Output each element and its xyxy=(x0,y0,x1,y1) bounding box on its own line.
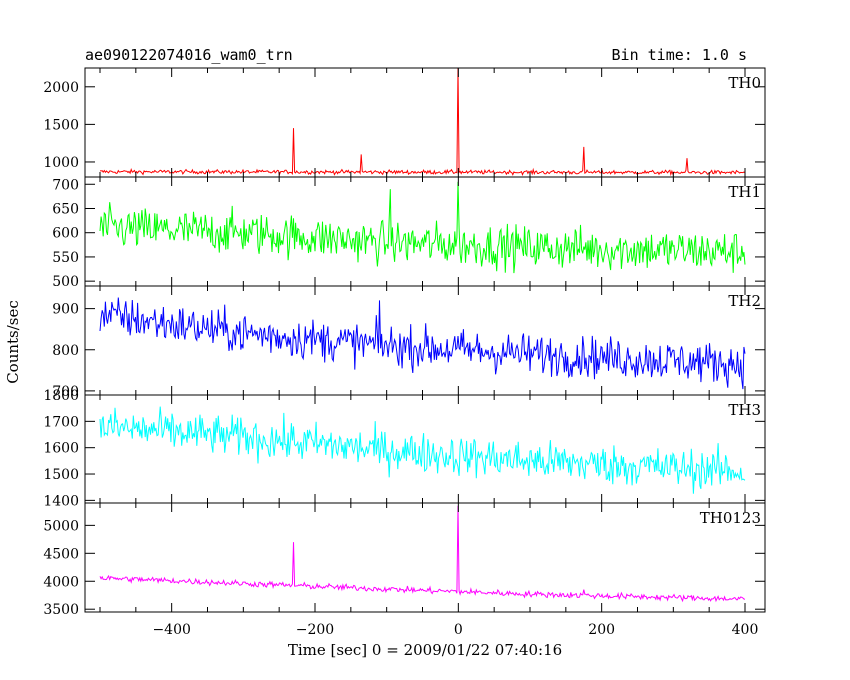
panel-label: TH2 xyxy=(728,292,761,310)
panel-label: TH0 xyxy=(728,74,761,92)
series-line-th3 xyxy=(99,406,746,494)
x-tick-label: 0 xyxy=(454,622,463,638)
x-tick-label: 200 xyxy=(588,622,615,638)
series-line-th0123 xyxy=(99,505,746,603)
x-tick-label: −400 xyxy=(152,622,190,638)
y-tick-label: 1700 xyxy=(43,414,79,430)
y-tick-label: 700 xyxy=(52,177,79,193)
y-tick-label: 1000 xyxy=(43,155,79,171)
panel-label: TH3 xyxy=(728,401,761,419)
y-tick-label: 1600 xyxy=(43,441,79,457)
series-line-th2 xyxy=(99,297,746,390)
y-tick-label: 900 xyxy=(52,302,79,318)
y-tick-label: 5000 xyxy=(43,518,79,534)
y-tick-label: 650 xyxy=(52,201,79,217)
panel-label: TH0123 xyxy=(700,509,761,527)
panel-th2: 700 800 900 TH2 xyxy=(52,285,766,400)
x-tick-label: 400 xyxy=(732,622,759,638)
series-line-th1 xyxy=(99,181,746,274)
y-axis-label: Counts/sec xyxy=(4,300,22,384)
bin-time-label: Bin time: 1.0 s xyxy=(612,46,747,64)
x-tick-label: −200 xyxy=(296,622,334,638)
y-tick-label: 1800 xyxy=(43,388,79,404)
panel-frame xyxy=(84,67,766,178)
y-tick-label: 600 xyxy=(52,226,79,242)
chart-title: ae090122074016_wam0_trn xyxy=(85,46,293,64)
y-tick-label: 2000 xyxy=(43,80,79,96)
y-tick-label: 1500 xyxy=(43,117,79,133)
panel-th0: 1000 1500 2000 TH0 xyxy=(43,67,766,178)
panel-frame xyxy=(84,502,766,613)
panel-th1: 500 550 600 650 700 TH1 xyxy=(52,176,766,290)
series-line-th0 xyxy=(99,67,746,177)
panel-th3: 1400 1500 1600 1700 1800 TH3 xyxy=(43,388,766,509)
x-axis-label: Time [sec] 0 = 2009/01/22 07:40:16 xyxy=(288,641,562,659)
panel-label: TH1 xyxy=(728,183,761,201)
y-tick-label: 700 xyxy=(52,384,79,400)
y-tick-label: 4000 xyxy=(43,574,79,590)
panel-frame xyxy=(84,394,766,504)
y-tick-label: 1400 xyxy=(43,493,79,509)
panel-th0123: 3500 4000 4500 5000 TH0123 xyxy=(43,502,766,618)
y-tick-label: 3500 xyxy=(43,602,79,618)
y-tick-label: 500 xyxy=(52,274,79,290)
y-tick-label: 550 xyxy=(52,250,79,266)
y-tick-label: 1500 xyxy=(43,467,79,483)
y-tick-label: 800 xyxy=(52,343,79,359)
y-tick-label: 4500 xyxy=(43,546,79,562)
